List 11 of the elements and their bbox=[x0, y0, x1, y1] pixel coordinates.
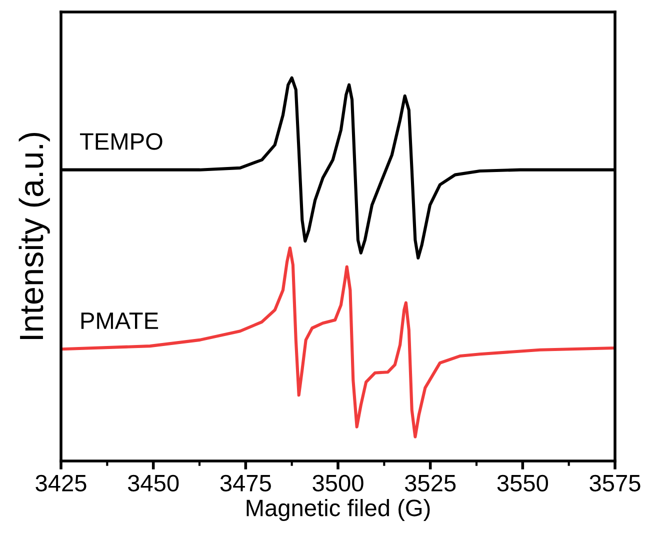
y-axis-title: Intensity (a.u.) bbox=[18, 132, 50, 340]
x-tick-label: 3425 bbox=[36, 474, 86, 492]
x-axis-title: Magnetic filed (G) bbox=[246, 498, 430, 521]
x-tick-label: 3525 bbox=[404, 474, 456, 492]
series-label: PMATE bbox=[81, 312, 158, 329]
series-label: TEMPO bbox=[80, 133, 162, 150]
x-tick-label: 3550 bbox=[497, 474, 548, 492]
x-tick-label: 3450 bbox=[128, 474, 179, 492]
x-tick-label: 3475 bbox=[220, 474, 271, 492]
x-tick-label: 3500 bbox=[312, 474, 364, 492]
x-tick-label: 3575 bbox=[590, 474, 640, 492]
